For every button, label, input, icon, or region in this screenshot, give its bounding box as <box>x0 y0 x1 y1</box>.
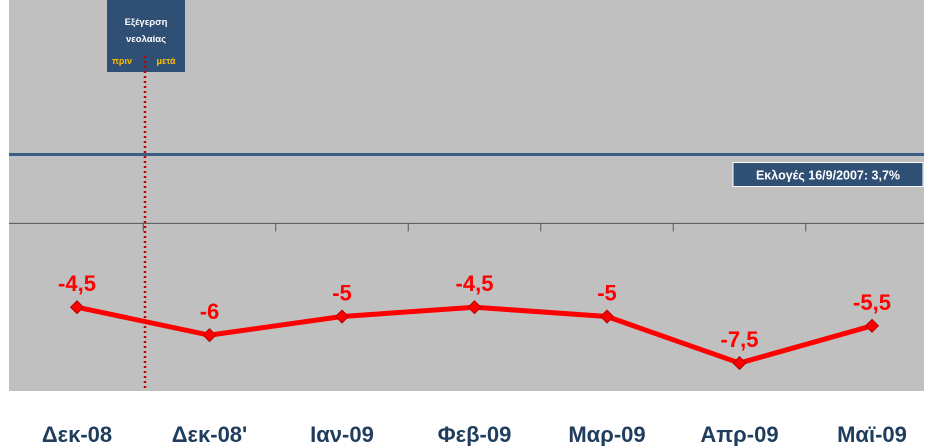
data-value-label: -5 <box>597 281 617 306</box>
data-value-label: -7,5 <box>721 327 759 352</box>
category-label: Ιαν-09 <box>310 422 374 446</box>
data-point-marker <box>202 328 217 343</box>
category-label: Απρ-09 <box>700 422 778 446</box>
event-title-line2: νεολαίας <box>126 34 166 45</box>
zero-axis-ticks <box>142 223 807 232</box>
data-value-label: -5,5 <box>853 290 891 315</box>
category-label: Δεκ-08' <box>172 422 248 446</box>
category-labels: Δεκ-08 Δεκ-08' Ιαν-09 Φεβ-09 Μαρ-09 Απρ-09 Μαϊ… <box>42 422 907 446</box>
data-point-marker <box>732 356 747 371</box>
reference-label-box <box>732 162 924 188</box>
data-value-label: -6 <box>200 299 220 324</box>
data-point-marker <box>467 300 482 315</box>
category-label: Φεβ-09 <box>438 422 512 446</box>
event-title-line1: Εξέγερση <box>125 17 168 28</box>
data-point-marker <box>69 300 85 315</box>
data-value-label: -5 <box>332 281 352 306</box>
value-labels: -4,5 -6 -5 -4,5 -5 -7,5 -5,5 <box>58 271 891 352</box>
category-label: Μαϊ-09 <box>837 422 907 446</box>
data-points <box>69 300 880 371</box>
event-after-label: μετά <box>156 56 176 66</box>
data-point-marker <box>334 309 350 324</box>
event-label-box <box>107 0 185 72</box>
reference-label: Εκλογές 16/9/2007: 3,7% <box>756 169 900 183</box>
data-point-marker <box>864 318 880 333</box>
category-label: Δεκ-08 <box>42 422 112 446</box>
data-value-label: -4,5 <box>456 271 494 296</box>
event-before-label: πριν <box>112 56 132 66</box>
data-point-marker <box>599 309 615 324</box>
data-value-label: -4,5 <box>58 271 96 296</box>
category-label: Μαρ-09 <box>568 422 645 446</box>
